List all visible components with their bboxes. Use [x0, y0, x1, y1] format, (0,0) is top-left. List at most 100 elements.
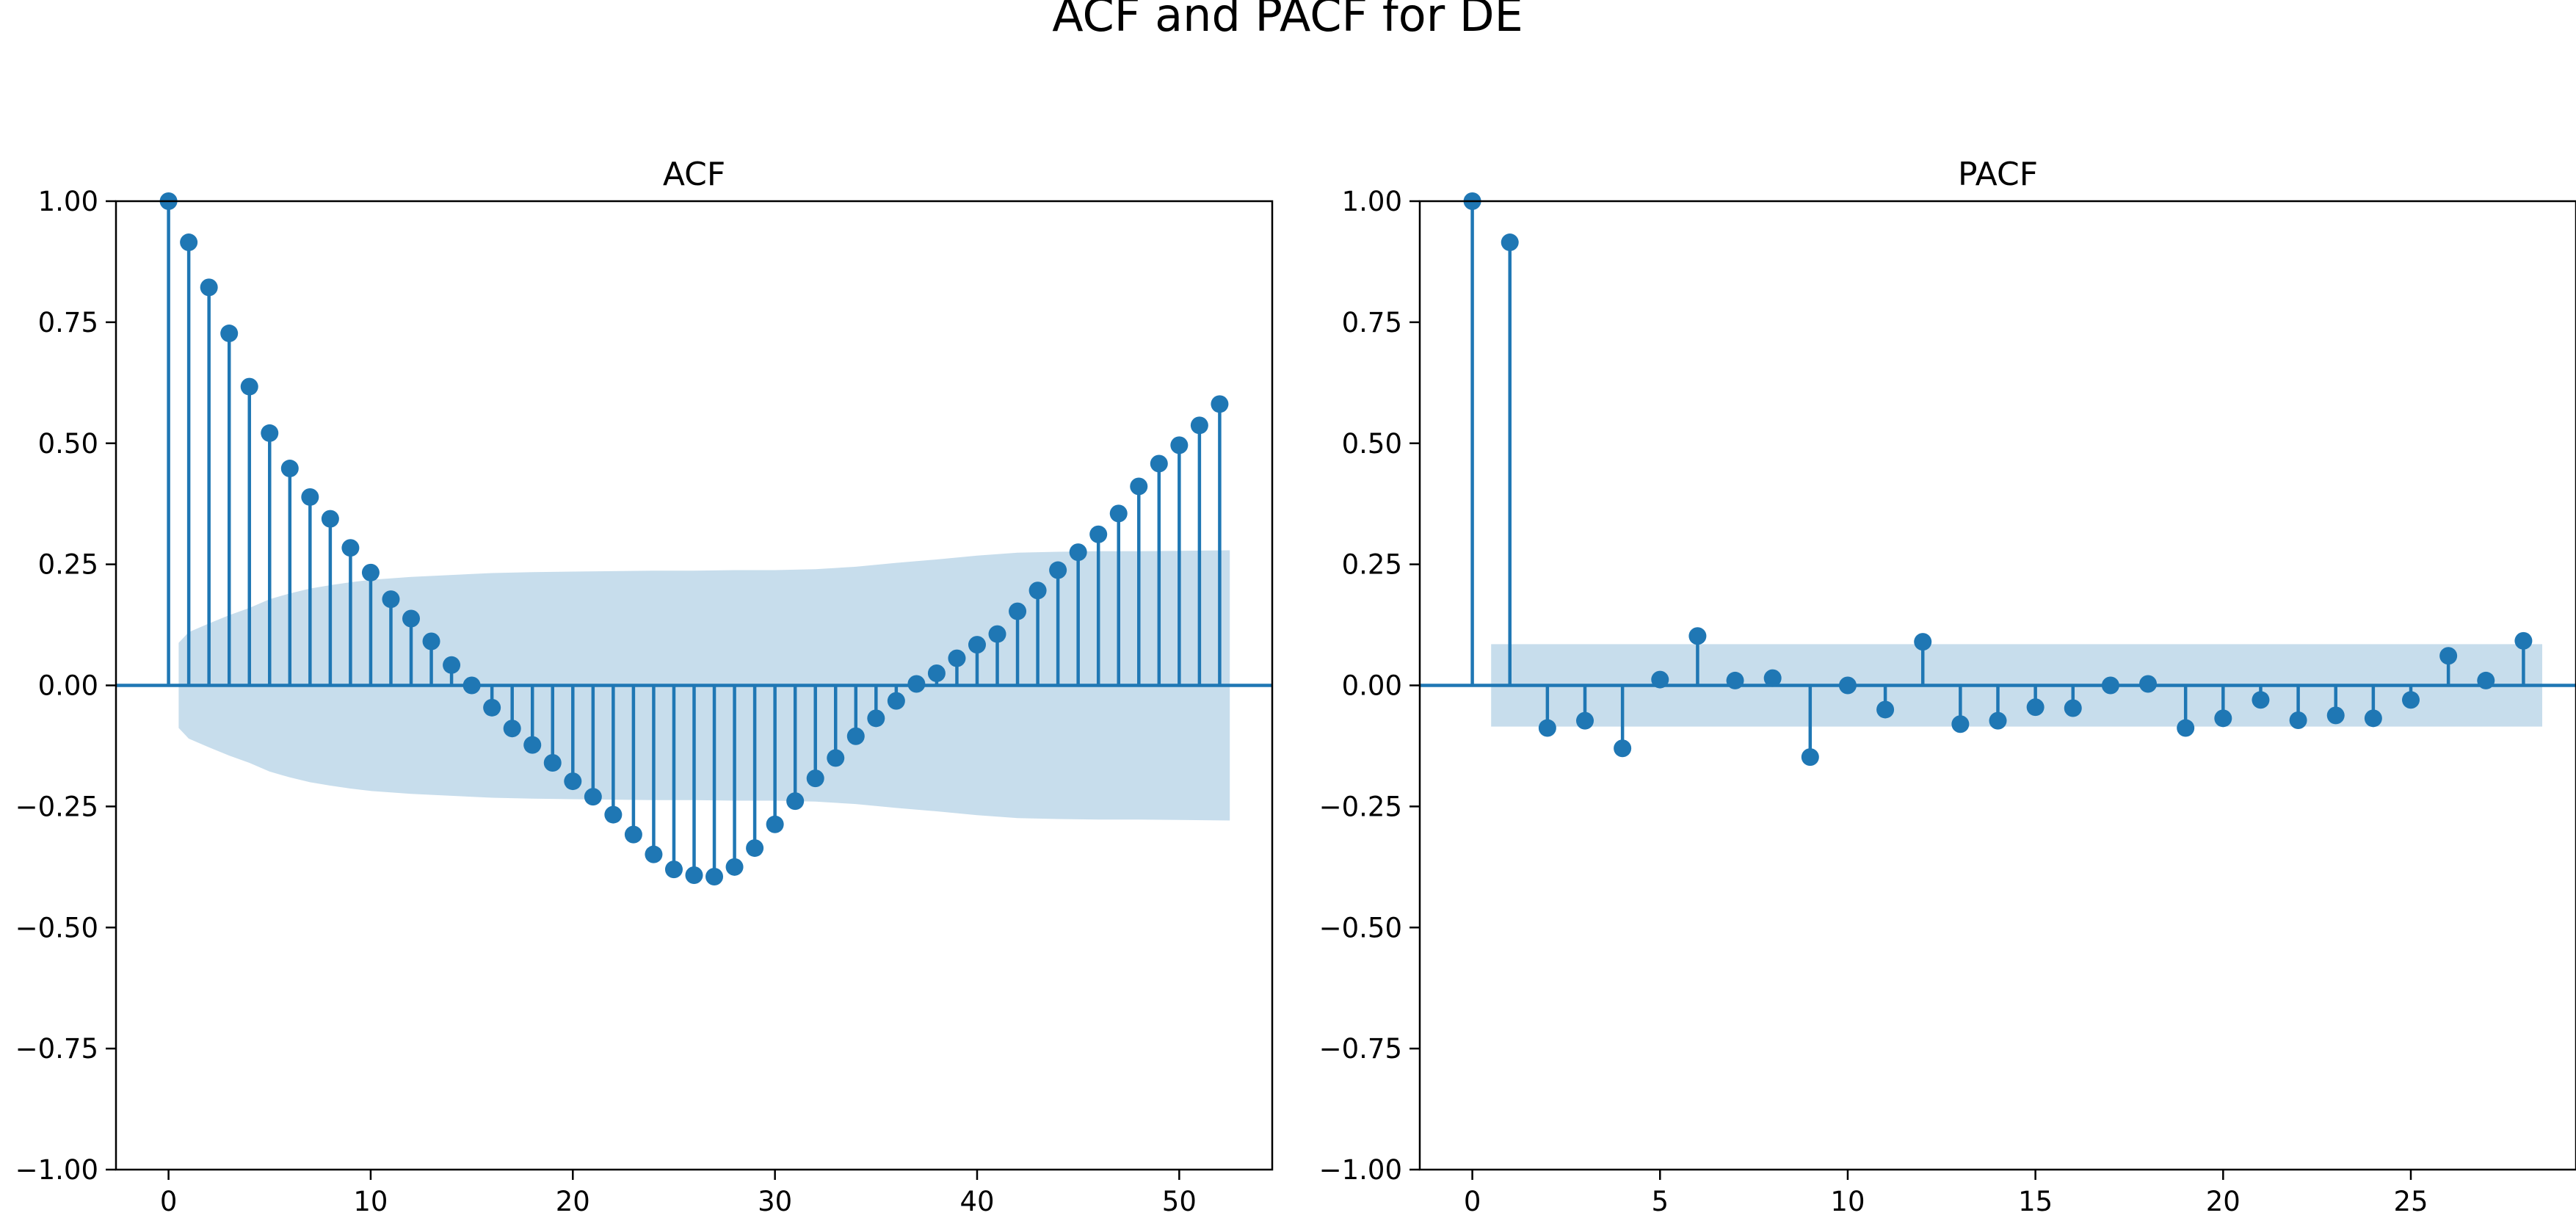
pacf-xtick-label: 20 [2206, 1186, 2241, 1217]
acf-point-lag-8 [321, 510, 339, 528]
pacf-ytick-label: −0.25 [1319, 791, 1402, 822]
acf-point-lag-10 [361, 563, 380, 581]
pacf-point-lag-24 [2364, 709, 2382, 728]
pacf-xtick-label: 0 [1464, 1186, 1481, 1217]
acf-point-lag-47 [1109, 504, 1128, 523]
pacf-point-lag-17 [2101, 676, 2119, 695]
pacf-point-lag-18 [2139, 675, 2158, 693]
pacf-point-lag-26 [2439, 647, 2458, 665]
pacf-point-lag-13 [1951, 715, 1970, 733]
acf-point-lag-23 [624, 825, 642, 844]
acf-xtick-label: 10 [353, 1186, 388, 1217]
acf-point-lag-49 [1150, 454, 1168, 473]
pacf-point-lag-27 [2477, 671, 2495, 689]
acf-point-lag-36 [887, 692, 905, 710]
acf-point-lag-30 [766, 815, 784, 833]
pacf-ytick-label: 0.50 [1342, 428, 1402, 460]
acf-ytick-label: −0.75 [15, 1033, 98, 1065]
pacf-point-lag-4 [1614, 739, 1632, 758]
acf-ytick-label: 0.75 [38, 307, 98, 338]
pacf-point-lag-3 [1576, 711, 1594, 730]
pacf-point-lag-11 [1876, 700, 1895, 719]
acf-title: ACF [663, 156, 725, 193]
figure-title: ACF and PACF for DE [1052, 0, 1523, 42]
acf-point-lag-40 [968, 636, 986, 654]
pacf-point-lag-12 [1914, 633, 1932, 651]
pacf-point-lag-21 [2252, 691, 2270, 709]
acf-point-lag-18 [523, 736, 542, 754]
pacf-point-lag-15 [2026, 698, 2045, 717]
acf-point-lag-42 [1009, 602, 1027, 620]
pacf-ytick-label: 0.25 [1342, 549, 1402, 581]
acf-point-lag-34 [846, 727, 865, 745]
pacf-point-lag-23 [2326, 706, 2345, 725]
acf-xtick-label: 0 [160, 1186, 178, 1217]
acf-point-lag-25 [664, 861, 683, 879]
acf-point-lag-21 [584, 788, 602, 806]
acf-point-lag-48 [1130, 477, 1148, 496]
pacf-xtick-label: 25 [2393, 1186, 2428, 1217]
acf-point-lag-51 [1190, 416, 1208, 435]
pacf-ytick-label: −1.00 [1319, 1154, 1402, 1186]
pacf-xtick-label: 5 [1651, 1186, 1669, 1217]
pacf-xtick-label: 10 [1830, 1186, 1865, 1217]
pacf-ytick-label: 0.75 [1342, 307, 1402, 338]
pacf-point-lag-16 [2064, 699, 2082, 717]
acf-point-lag-37 [907, 675, 926, 693]
acf-point-lag-43 [1028, 581, 1047, 600]
acf-point-lag-4 [240, 377, 258, 396]
acf-point-lag-32 [806, 769, 824, 788]
acf-point-lag-16 [483, 698, 501, 717]
acf-point-lag-22 [604, 805, 623, 824]
acf-point-lag-44 [1049, 561, 1067, 579]
acf-point-lag-19 [543, 754, 562, 772]
acf-point-lag-26 [685, 866, 703, 885]
acf-point-lag-15 [462, 676, 481, 695]
acf-xtick-label: 20 [556, 1186, 590, 1217]
acf-ytick-label: 0.25 [38, 549, 98, 581]
acf-point-lag-29 [746, 839, 764, 858]
acf-panel: −1.00 −0.75 −0.50 −0.25 0.00 0.25 0.50 0.75 1.00… [15, 156, 1274, 1217]
acf-point-lag-11 [382, 590, 400, 609]
acf-xtick-label: 30 [758, 1186, 792, 1217]
pacf-point-lag-14 [1989, 711, 2007, 730]
acf-point-lag-52 [1211, 395, 1229, 413]
pacf-ytick-label: 0.00 [1342, 670, 1402, 702]
acf-point-lag-45 [1069, 543, 1087, 562]
acf-xtick-label: 50 [1162, 1186, 1197, 1217]
pacf-panel: −1.00 −0.75 −0.50 −0.25 0.00 0.25 0.50 0.75 1.00… [1319, 156, 2576, 1217]
pacf-ytick-label: −0.75 [1319, 1033, 1402, 1065]
pacf-title: PACF [1958, 156, 2038, 193]
acf-point-lag-50 [1170, 436, 1189, 454]
pacf-point-lag-6 [1688, 627, 1707, 645]
acf-xtick-label: 40 [959, 1186, 994, 1217]
acf-point-lag-28 [725, 858, 744, 876]
pacf-point-lag-28 [2514, 631, 2533, 650]
acf-ytick-label: 0.00 [38, 670, 98, 702]
acf-point-lag-7 [301, 488, 319, 506]
acf-ytick-label: −1.00 [15, 1154, 98, 1186]
acf-point-lag-46 [1089, 525, 1108, 543]
acf-point-lag-31 [786, 792, 805, 811]
acf-point-lag-6 [280, 460, 299, 478]
acf-point-lag-38 [927, 664, 946, 683]
acf-point-lag-3 [220, 325, 239, 343]
acf-point-lag-20 [564, 772, 582, 791]
acf-point-lag-13 [422, 632, 440, 651]
pacf-xtick-label: 15 [2018, 1186, 2053, 1217]
acf-point-lag-17 [503, 720, 521, 738]
pacf-point-lag-8 [1763, 669, 1782, 687]
pacf-point-lag-1 [1501, 233, 1519, 252]
pacf-point-lag-9 [1801, 748, 1819, 767]
pacf-point-lag-10 [1838, 676, 1857, 695]
pacf-point-lag-25 [2402, 691, 2420, 709]
pacf-point-lag-2 [1538, 719, 1556, 737]
acf-ytick-label: −0.25 [15, 791, 98, 822]
acf-point-lag-35 [867, 709, 885, 728]
acf-point-lag-5 [261, 424, 279, 442]
acf-point-lag-33 [827, 749, 845, 767]
acf-point-lag-27 [705, 868, 724, 886]
acf-ytick-label: −0.50 [15, 912, 98, 943]
pacf-point-lag-5 [1651, 670, 1669, 689]
